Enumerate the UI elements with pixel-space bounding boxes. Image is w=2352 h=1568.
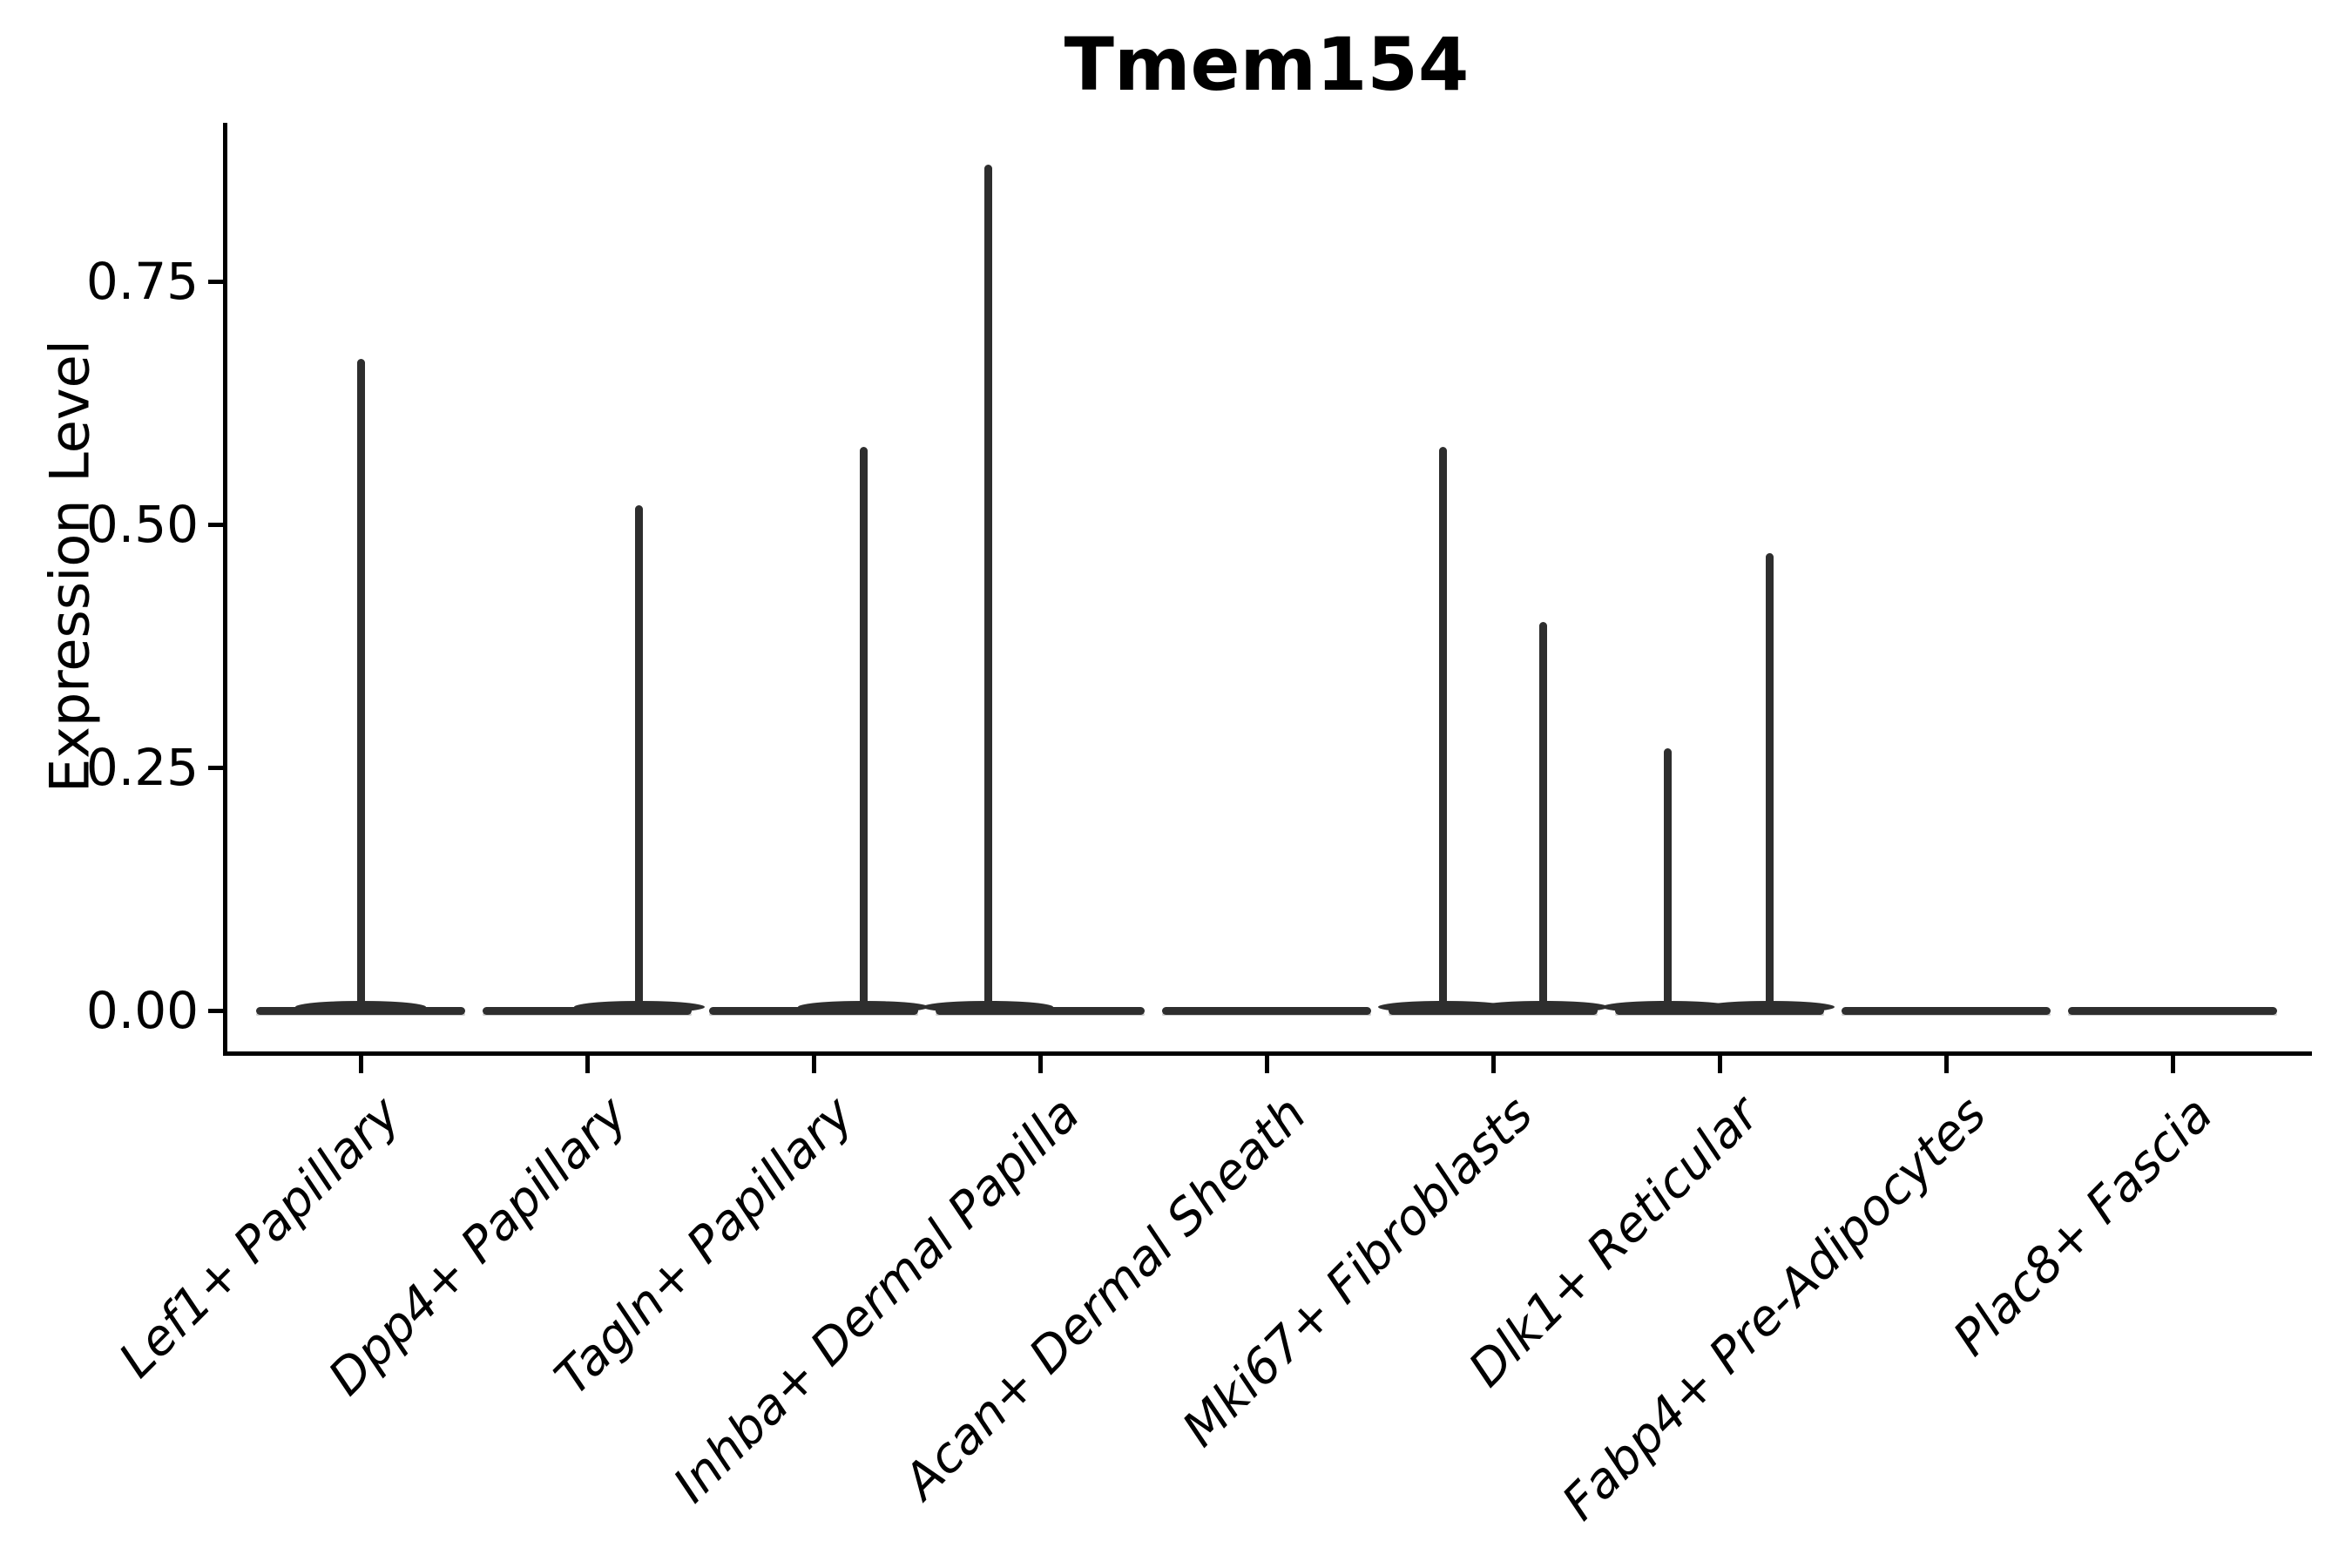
x-tick-mark — [1264, 1055, 1269, 1073]
violin-baseline-edge — [483, 1013, 692, 1016]
x-tick-mark — [811, 1055, 816, 1073]
x-tick-label: Inhba+ Dermal Papilla — [663, 1085, 1092, 1514]
violin-max-spike — [356, 359, 365, 1010]
y-tick-label: 0.25 — [85, 738, 199, 797]
violin-max-spike — [1538, 621, 1547, 1010]
y-axis-label: Expression Level — [37, 340, 102, 793]
violin-baseline — [1162, 1006, 1371, 1015]
x-tick-mark — [1943, 1055, 1949, 1073]
x-tick-mark — [358, 1055, 363, 1073]
y-tick-mark — [208, 1008, 224, 1013]
y-tick-label: 0.50 — [85, 495, 199, 554]
violin-baseline-edge — [1162, 1013, 1371, 1016]
violin-baseline-edge — [1842, 1013, 2051, 1016]
violin-baseline-edge — [709, 1013, 918, 1016]
violin-baseline-edge — [1389, 1013, 1598, 1016]
violin-baseline — [2068, 1006, 2277, 1015]
violin-max-spike — [859, 446, 868, 1010]
y-tick-mark — [208, 522, 224, 527]
violin-max-spike — [1439, 446, 1448, 1010]
plot-title: Tmem154 — [1064, 22, 1470, 107]
violin-baseline-edge — [1615, 1013, 1824, 1016]
violin-baseline — [1842, 1006, 2051, 1015]
violin-max-spike — [635, 504, 644, 1010]
y-axis-spine — [223, 123, 227, 1056]
violin-baseline-edge — [256, 1013, 465, 1016]
violin-max-spike — [983, 165, 992, 1010]
x-tick-mark — [585, 1055, 590, 1073]
y-tick-mark — [208, 279, 224, 284]
x-tick-label: Fabp4+ Pre-Adipocytes — [1551, 1085, 1997, 1531]
x-axis-spine — [223, 1051, 2312, 1056]
x-tick-mark — [1717, 1055, 1722, 1073]
y-tick-label: 0.00 — [85, 981, 199, 1040]
y-tick-mark — [208, 765, 224, 770]
violin-max-spike — [1663, 747, 1672, 1010]
x-tick-mark — [1037, 1055, 1043, 1073]
x-tick-mark — [2170, 1055, 2175, 1073]
violin-baseline-edge — [2068, 1013, 2277, 1016]
violin-max-spike — [1765, 553, 1774, 1010]
y-tick-label: 0.75 — [85, 252, 199, 311]
x-tick-label: Acan+ Dermal Sheath — [893, 1085, 1318, 1511]
x-tick-mark — [1490, 1055, 1496, 1073]
violin-baseline-edge — [936, 1013, 1145, 1016]
